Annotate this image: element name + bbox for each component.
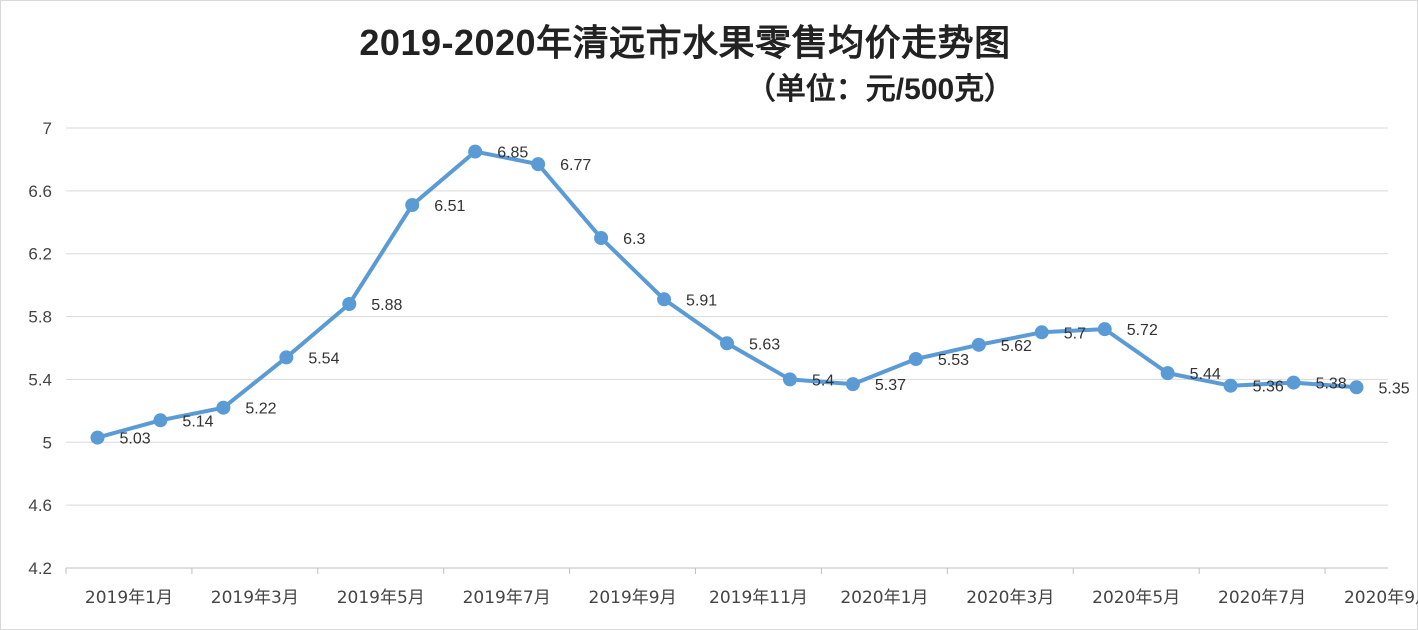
data-label: 5.54 [308,350,339,367]
data-label: 6.51 [434,198,465,215]
data-label: 6.3 [623,231,645,248]
x-tick-label: 2020年5月 [1092,588,1180,608]
data-point [531,157,546,172]
data-point [594,231,609,245]
data-point [405,198,420,212]
data-point [657,292,672,307]
data-point [1160,366,1175,381]
y-tick-label: 6.2 [28,245,52,264]
data-point [468,144,483,159]
data-label: 5.63 [749,336,780,353]
data-label: 5.53 [938,352,969,369]
x-tick-label: 2020年1月 [840,588,928,608]
data-point [216,400,231,415]
y-tick-label: 5.8 [28,308,52,327]
x-tick-label: 2019年7月 [463,588,551,608]
data-point [1223,378,1238,393]
x-axis: 2019年1月 2019年3月 2019年5月 2019年7月 2019年9月 2019年… [65,567,1418,608]
data-label: 5.62 [1001,338,1032,355]
series-line [95,149,1359,440]
x-tick-label: 2020年7月 [1218,588,1306,608]
y-tick-label: 5 [43,433,52,452]
data-label: 5.4 [812,372,834,389]
y-tick-label: 6.6 [28,182,52,201]
data-label: 5.88 [371,297,402,314]
x-tick-label: 2019年5月 [337,588,425,608]
x-tick-label: 2020年3月 [966,588,1054,608]
data-label: 5.37 [875,377,906,394]
y-tick-label: 4.6 [28,496,52,515]
y-axis-ticks: 7 6.6 6.2 5.8 5.4 5 4.6 4.2 [28,119,52,578]
data-point [1034,325,1049,340]
data-point [153,413,168,428]
series-polyline [95,149,1359,440]
data-point [342,297,357,311]
x-tick-label: 2019年9月 [589,588,677,608]
data-label: 5.35 [1379,380,1410,397]
chart-subtitle: （单位：元/500克） [745,73,1015,106]
x-tick-label: 2020年9月 [1344,588,1418,608]
data-point [1286,375,1301,390]
data-label: 6.85 [497,145,528,162]
data-point [971,337,986,352]
data-label: 5.44 [1190,366,1221,383]
y-tick-label: 4.2 [28,559,52,578]
data-label: 5.22 [245,401,276,418]
data-point [90,430,105,445]
data-point [279,350,294,365]
y-tick-label: 5.4 [28,370,52,389]
data-label: 5.03 [119,431,150,448]
x-tick-label: 2019年1月 [85,588,173,608]
data-point [908,352,923,366]
data-label: 5.7 [1064,325,1086,342]
data-label: 5.91 [686,292,717,309]
data-point [720,336,734,351]
x-tick-label: 2019年11月 [709,588,808,608]
data-point [845,377,860,392]
data-labels: 5.03 5.14 5.22 5.54 5.88 6.51 6.85 6.77 6.3 5.91 5… [119,145,1409,448]
x-tick-label: 2019年3月 [211,588,299,608]
data-label: 6.77 [560,157,591,174]
series-points [90,144,1364,445]
data-point [1097,322,1112,337]
chart-title: 2019-2020年清远市水果零售均价走势图 [359,22,1011,63]
data-label: 5.14 [182,413,213,430]
data-point [1349,380,1364,395]
data-label: 5.38 [1316,376,1347,393]
y-tick-label: 7 [43,119,52,138]
data-label: 5.36 [1253,379,1284,396]
data-point [782,372,797,387]
data-label: 5.72 [1127,322,1158,339]
